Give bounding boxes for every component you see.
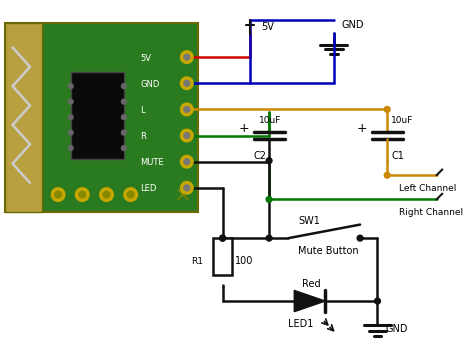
Circle shape — [184, 132, 190, 138]
Circle shape — [266, 158, 272, 163]
Circle shape — [384, 107, 390, 112]
Circle shape — [75, 188, 89, 201]
Circle shape — [121, 115, 126, 119]
Text: C1: C1 — [391, 151, 404, 161]
Text: 10uF: 10uF — [259, 115, 282, 124]
Circle shape — [181, 155, 193, 168]
Circle shape — [181, 182, 193, 194]
Circle shape — [79, 191, 86, 198]
Bar — [71, 72, 124, 159]
Text: C2: C2 — [254, 151, 266, 161]
Circle shape — [266, 197, 272, 202]
Text: 5V: 5V — [140, 54, 151, 63]
Text: Right Channel: Right Channel — [399, 209, 463, 217]
Circle shape — [121, 99, 126, 104]
Circle shape — [181, 129, 193, 142]
Text: 10uF: 10uF — [391, 115, 413, 124]
Circle shape — [184, 185, 190, 191]
Circle shape — [181, 77, 193, 90]
Circle shape — [184, 54, 190, 60]
Text: LED1: LED1 — [289, 319, 314, 329]
Text: Red: Red — [302, 278, 320, 289]
Circle shape — [357, 235, 363, 241]
Bar — [5, 23, 199, 212]
Text: GND: GND — [385, 324, 408, 334]
Text: Mute Button: Mute Button — [298, 246, 359, 256]
Text: Left Channel: Left Channel — [399, 184, 456, 193]
Circle shape — [128, 191, 134, 198]
Circle shape — [68, 115, 73, 119]
Circle shape — [121, 130, 126, 135]
Circle shape — [181, 51, 193, 63]
Text: GND: GND — [140, 80, 160, 89]
Circle shape — [68, 99, 73, 104]
Circle shape — [55, 191, 62, 198]
Circle shape — [68, 130, 73, 135]
Circle shape — [184, 107, 190, 112]
Circle shape — [51, 188, 65, 201]
Bar — [5, 23, 42, 212]
Circle shape — [184, 159, 190, 165]
Text: +: + — [357, 122, 367, 135]
Circle shape — [100, 188, 113, 201]
Text: 100: 100 — [235, 256, 254, 266]
Circle shape — [121, 84, 126, 88]
Text: 5V: 5V — [261, 22, 274, 32]
Text: MUTE: MUTE — [140, 158, 164, 167]
Circle shape — [121, 146, 126, 151]
Text: R1: R1 — [191, 257, 203, 266]
Circle shape — [374, 298, 381, 304]
Polygon shape — [294, 290, 325, 312]
Text: +: + — [238, 122, 249, 135]
Text: LED: LED — [140, 184, 157, 193]
Text: GND: GND — [342, 20, 364, 30]
Circle shape — [220, 235, 226, 241]
Circle shape — [68, 84, 73, 88]
Circle shape — [68, 146, 73, 151]
Text: R: R — [140, 132, 146, 141]
Text: SW1: SW1 — [298, 216, 320, 226]
Circle shape — [184, 80, 190, 86]
Circle shape — [103, 191, 110, 198]
Circle shape — [181, 103, 193, 116]
Circle shape — [220, 235, 226, 241]
Bar — [213, 238, 232, 275]
Circle shape — [124, 188, 137, 201]
Circle shape — [384, 172, 390, 178]
Circle shape — [266, 235, 272, 241]
Text: L: L — [140, 106, 145, 115]
